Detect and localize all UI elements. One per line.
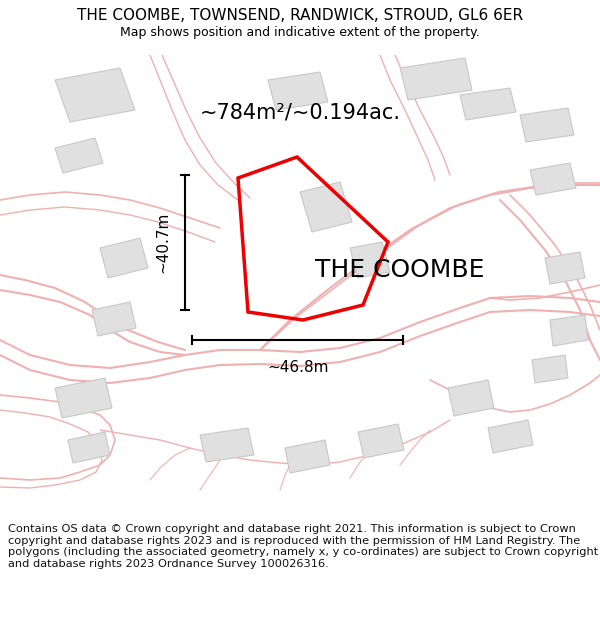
Polygon shape [55,378,112,418]
Polygon shape [530,163,576,195]
Polygon shape [488,420,533,453]
Polygon shape [358,424,404,458]
Polygon shape [460,88,516,120]
Polygon shape [92,302,136,336]
Polygon shape [68,432,110,463]
Text: THE COOMBE: THE COOMBE [315,258,485,282]
Polygon shape [448,380,494,416]
Text: ~46.8m: ~46.8m [267,361,329,376]
Polygon shape [550,315,588,346]
Polygon shape [350,242,390,278]
Polygon shape [55,68,135,122]
Polygon shape [300,182,352,232]
Polygon shape [545,252,585,284]
Text: Contains OS data © Crown copyright and database right 2021. This information is : Contains OS data © Crown copyright and d… [8,524,598,569]
Text: THE COOMBE, TOWNSEND, RANDWICK, STROUD, GL6 6ER: THE COOMBE, TOWNSEND, RANDWICK, STROUD, … [77,8,523,23]
Polygon shape [268,72,328,110]
Polygon shape [532,355,568,383]
Polygon shape [285,440,330,473]
Polygon shape [100,238,148,278]
Polygon shape [55,138,103,173]
Polygon shape [520,108,574,142]
Polygon shape [400,58,472,100]
Text: ~784m²/~0.194ac.: ~784m²/~0.194ac. [199,103,401,123]
Text: Map shows position and indicative extent of the property.: Map shows position and indicative extent… [120,26,480,39]
Polygon shape [200,428,254,462]
Text: ~40.7m: ~40.7m [155,211,170,272]
